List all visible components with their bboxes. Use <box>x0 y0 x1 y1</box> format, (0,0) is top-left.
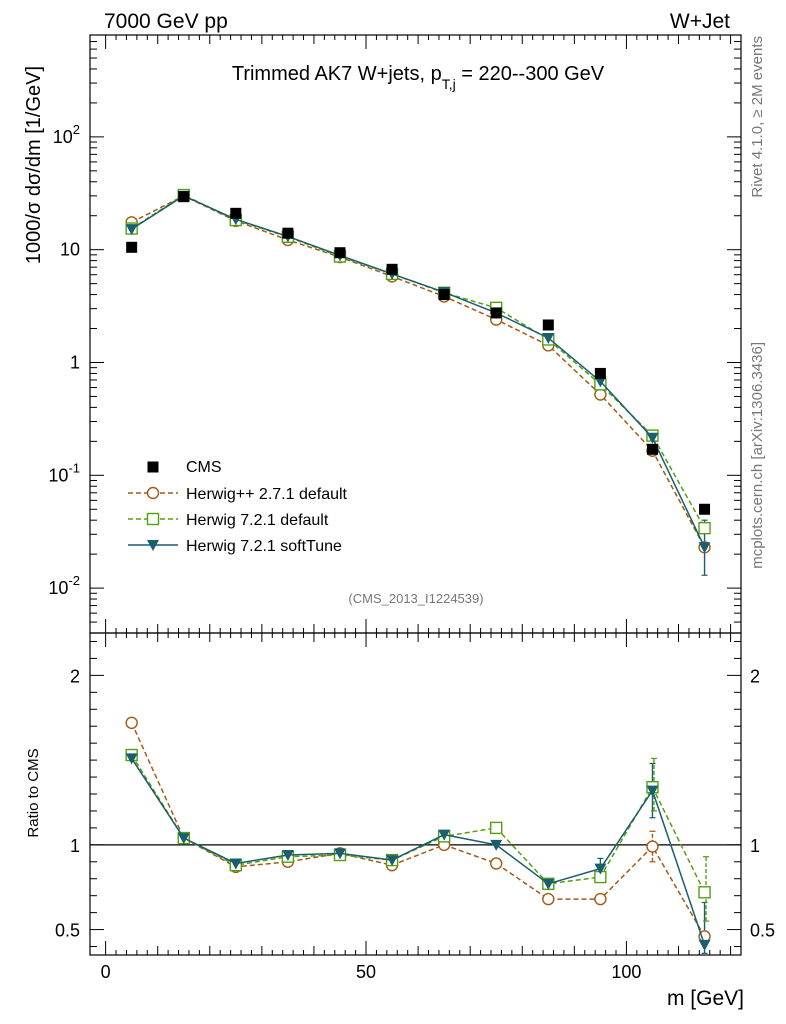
main-series-line <box>131 195 706 548</box>
header-right: W+Jet <box>670 10 730 33</box>
x-axis-ticks: 0 50 100 <box>101 35 732 982</box>
title-suffix: = 220--300 GeV <box>456 63 605 85</box>
main-data-point <box>594 388 607 401</box>
ratio-data-point <box>646 840 659 853</box>
x-axis-label: m [GeV] <box>667 987 744 1010</box>
main-series-line <box>131 195 706 548</box>
ratio-data-point <box>281 850 294 862</box>
ratio-y-tick-label: 2 <box>70 666 80 686</box>
ratio-series-line <box>131 754 706 893</box>
ratio-y-tick-label-right: 1 <box>750 836 760 856</box>
main-data-point <box>126 241 138 253</box>
ratio-y-tick-label: 0.5 <box>55 921 80 941</box>
ratio-y-tick-label-right: 2 <box>750 666 760 686</box>
rivet-version-label: Rivet 4.1.0, ≥ 2M events <box>749 36 766 198</box>
ratio-data-point <box>229 858 242 870</box>
main-data-point <box>230 207 242 219</box>
ratio-data-point <box>490 839 503 851</box>
main-data-point <box>646 432 659 444</box>
x-tick-label: 0 <box>101 962 111 982</box>
main-series-herwig-7-2-1-default <box>125 188 711 535</box>
main-data-point <box>542 332 555 344</box>
title-subscript: T,j <box>442 76 456 92</box>
header-left: 7000 GeV pp <box>104 10 228 33</box>
legend-marker <box>147 540 159 551</box>
ratio-data-point <box>386 855 399 867</box>
y-tick-label: 10-1 <box>48 460 80 485</box>
chart-marks-layer: 0 50 100 10-2 10-1 1 10 102 0.5 0.5 1 1 2 2 <box>48 34 775 982</box>
main-data-point <box>334 247 346 259</box>
main-data-point <box>490 307 502 319</box>
main-data-point <box>282 227 294 239</box>
main-data-point <box>594 367 606 379</box>
legend-marker <box>146 486 160 500</box>
ratio-series-herwig-7-2-1-default <box>125 748 711 899</box>
ratio-y-tick-label: 1 <box>70 836 80 856</box>
ratio-panel-frame <box>89 632 742 956</box>
y-tick-label: 10-2 <box>48 573 80 598</box>
ratio-series-line <box>131 758 706 946</box>
main-data-point <box>178 191 190 203</box>
ratio-series-herwig-7-2-1-softtune <box>125 753 711 951</box>
ratio-data-point <box>125 716 138 730</box>
y-tick-label: 1 <box>70 352 80 372</box>
mcplots-source-label: mcplots.cern.ch [arXiv:1306.3436] <box>749 342 766 569</box>
main-data-point <box>698 542 711 554</box>
main-data-point <box>386 263 398 275</box>
legend-marker <box>147 461 159 473</box>
ratio-data-point <box>490 857 503 870</box>
legend-label-herwig-softtune: Herwig 7.2.1 softTune <box>186 538 342 555</box>
ratio-data-point <box>594 863 607 875</box>
main-series-cms <box>126 191 711 515</box>
ratio-data-point <box>594 892 607 906</box>
ratio-y-axis-label: Ratio to CMS <box>25 748 42 837</box>
x-tick-label: 50 <box>356 962 376 982</box>
ratio-data-point <box>177 833 190 845</box>
main-data-point <box>542 319 554 331</box>
ratio-data-point <box>125 753 138 765</box>
chart-title: Trimmed AK7 W+jets, pT,j = 220--300 GeV <box>232 63 605 92</box>
ratio-y-axis-ticks: 0.5 0.5 1 1 2 2 <box>55 640 775 948</box>
main-y-axis-label: 1000/σ dσ/dm [1/GeV] <box>23 66 45 264</box>
ratio-y-tick-label-right: 0.5 <box>750 921 775 941</box>
main-data-point <box>438 289 450 301</box>
y-tick-label: 10 <box>60 240 80 260</box>
x-tick-label: 100 <box>611 962 641 982</box>
main-y-axis-ticks: 10-2 10-1 1 10 102 <box>48 34 741 634</box>
ratio-data-point <box>490 821 503 835</box>
ratio-data-point <box>333 848 346 860</box>
ratio-data-point <box>438 829 451 841</box>
legend-label-herwigpp: Herwig++ 2.7.1 default <box>186 486 348 503</box>
legend <box>128 461 178 551</box>
legend-label-herwig-default: Herwig 7.2.1 default <box>186 512 329 529</box>
legend-label-cms: CMS <box>186 459 222 476</box>
ratio-series-line <box>130 722 706 937</box>
analysis-watermark: (CMS_2013_I1224539) <box>348 591 483 606</box>
ratio-data-point <box>698 939 711 951</box>
ratio-data-point <box>542 892 555 906</box>
ratio-data-point <box>646 785 659 797</box>
main-data-point <box>646 443 658 455</box>
main-data-point <box>699 503 711 515</box>
main-data-point <box>594 376 607 388</box>
main-data-point <box>125 224 138 236</box>
main-series-line <box>131 194 706 529</box>
title-prefix: Trimmed AK7 W+jets, p <box>232 63 442 85</box>
main-data-point <box>698 521 711 535</box>
ratio-series-herwig-2-7-1-default <box>125 716 711 943</box>
y-tick-label: 102 <box>53 122 80 147</box>
ratio-data-point <box>542 878 555 890</box>
legend-marker <box>146 512 160 526</box>
ratio-data-point <box>698 886 711 899</box>
